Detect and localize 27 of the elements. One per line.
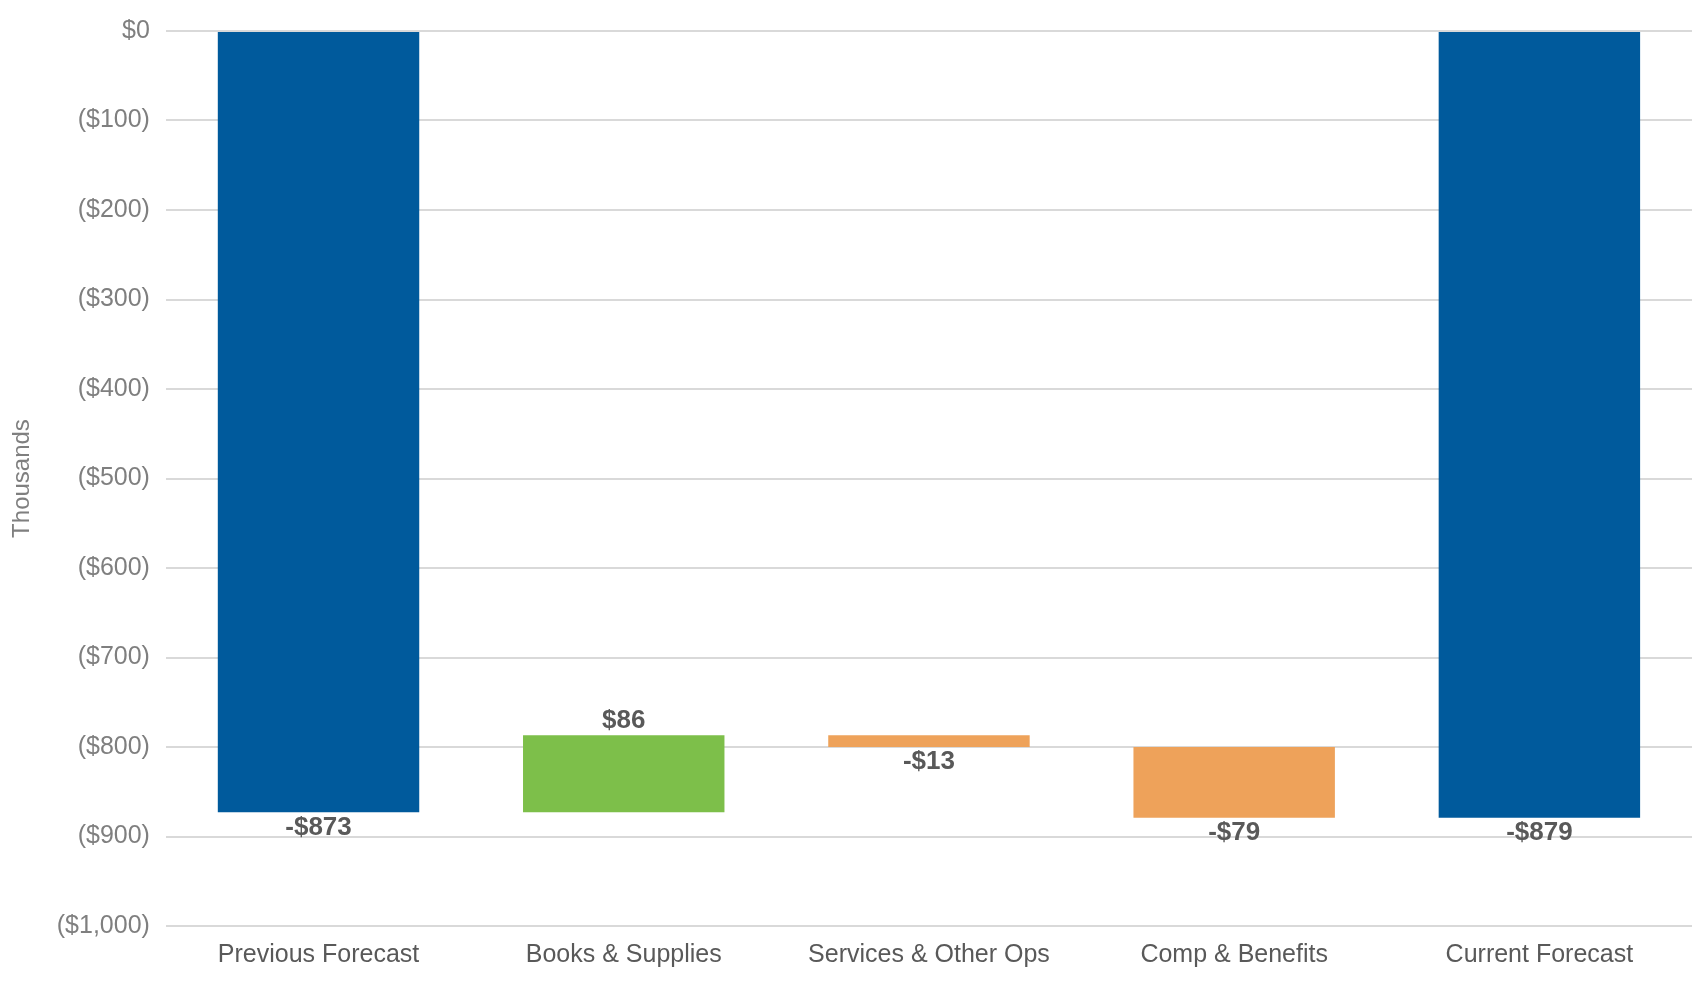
- y-tick-label: ($200): [77, 193, 150, 222]
- x-tick-label: Books & Supplies: [525, 938, 722, 967]
- x-tick-label: Comp & Benefits: [1140, 938, 1328, 967]
- data-label: -$13: [902, 745, 955, 776]
- y-tick-label: ($100): [77, 104, 150, 133]
- x-tick-label: Current Forecast: [1445, 938, 1634, 967]
- data-label: $86: [602, 703, 646, 734]
- x-tick-label: Previous Forecast: [217, 938, 420, 967]
- data-label: -$879: [1506, 815, 1573, 846]
- x-tick-label: Services & Other Ops: [808, 938, 1050, 967]
- bar: [1438, 32, 1641, 818]
- y-tick-label: ($400): [77, 372, 150, 401]
- bar: [828, 735, 1030, 747]
- y-tick-label: ($1,000): [56, 909, 150, 938]
- data-label: -$873: [285, 810, 352, 841]
- y-tick-label: ($500): [77, 462, 150, 491]
- bar: [217, 32, 420, 813]
- y-tick-label: ($800): [77, 730, 150, 759]
- y-tick-label: ($300): [77, 283, 150, 312]
- bar: [1133, 747, 1335, 818]
- y-axis-title: Thousands: [7, 419, 35, 538]
- bar: [523, 735, 725, 813]
- y-tick-label: ($600): [77, 551, 150, 580]
- y-tick-label: $0: [122, 14, 150, 43]
- y-tick-label: ($900): [77, 820, 150, 849]
- y-tick-label: ($700): [77, 641, 150, 670]
- data-label: -$79: [1208, 815, 1261, 846]
